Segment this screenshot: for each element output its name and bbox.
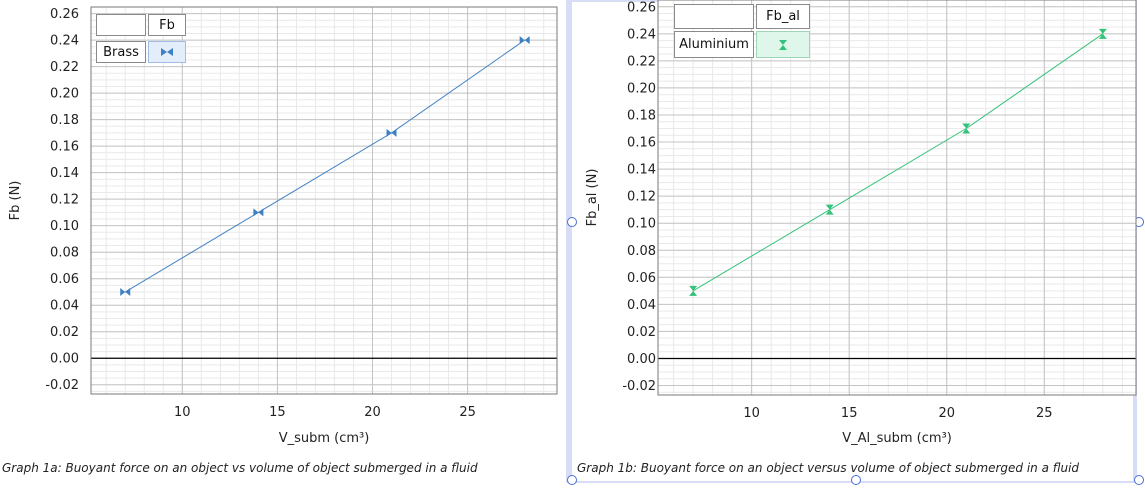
y-tick-label: 0.18: [627, 108, 656, 123]
y-tick-label: 0.16: [50, 140, 79, 155]
y-tick-label: 0.06: [50, 272, 79, 287]
plot-border: [657, 0, 1137, 396]
legend-label-aluminium: Aluminium: [674, 31, 754, 58]
data-point: [120, 287, 131, 296]
x-tick-label: 10: [174, 405, 191, 420]
y-axis-label: Fb_al (N): [585, 169, 600, 227]
data-point: [253, 208, 264, 217]
y-tick-label: 0.22: [50, 60, 79, 75]
x-tick-label: 20: [364, 405, 381, 420]
y-tick-label: 0.04: [627, 298, 656, 313]
data-point: [825, 204, 834, 215]
chart-brass: 10 15 20 25 -0.02 0.00 0.02 0.04 0.06 0.08 0.10 0.1…: [8, 6, 558, 446]
y-tick-label: 0.06: [627, 271, 656, 286]
x-axis-label: V_Al_subm (cm³): [842, 431, 952, 446]
data-point: [962, 123, 971, 134]
y-tick-label: 0.26: [627, 0, 656, 15]
caption-graph-1b: Graph 1b: Buoyant force on an object ver…: [577, 461, 1080, 475]
data-point: [689, 285, 698, 296]
hourglass-marker-icon: [779, 39, 787, 50]
chart-aluminium: 10 15 20 25 -0.02 0.00 0.02 0.04 0.06 0.08 0.10 0.1…: [585, 0, 1137, 446]
y-tick-label: 0.22: [627, 54, 656, 69]
legend-header-fb-al: Fb_al: [756, 4, 810, 29]
data-point: [386, 128, 397, 137]
y-tick-label: 0.24: [50, 34, 79, 49]
y-tick-label: 0.18: [50, 113, 79, 128]
y-tick-label: 0.14: [627, 163, 656, 178]
y-tick-label: 0.26: [50, 7, 79, 22]
resize-handle-bottom-left[interactable]: [567, 475, 577, 485]
legend-marker-cell[interactable]: [756, 31, 810, 58]
x-tick-label: 25: [1036, 406, 1053, 421]
y-tick-label: 0.12: [627, 190, 656, 205]
resize-handle-bottom[interactable]: [851, 475, 861, 485]
series-line: [692, 33, 1104, 292]
x-tick-label: 15: [269, 405, 286, 420]
y-tick-label: 0.20: [627, 81, 656, 96]
y-tick-label: 0.12: [50, 193, 79, 208]
legend-aluminium: Fb_al Aluminium: [670, 0, 814, 60]
y-tick-label: 0.10: [627, 217, 656, 232]
legend-marker-cell[interactable]: [148, 41, 186, 63]
y-axis-label: Fb (N): [8, 181, 23, 221]
x-tick-label: 20: [938, 406, 955, 421]
y-tick-label: -0.02: [45, 378, 79, 393]
x-tick-label: 10: [743, 406, 760, 421]
x-axis-label: V_subm (cm³): [279, 431, 370, 446]
data-point: [1098, 28, 1107, 39]
y-tick-label: 0.16: [627, 136, 656, 151]
legend-label-brass: Brass: [96, 41, 146, 63]
y-tick-label: -0.02: [622, 379, 656, 394]
bowtie-marker-icon: [161, 48, 173, 56]
y-tick-label: 0.02: [50, 325, 79, 340]
legend-empty-cell: [96, 14, 146, 36]
chart-panel-aluminium: 10 15 20 25 -0.02 0.00 0.02 0.04 0.06 0.08 0.10 0.1…: [566, 0, 1145, 489]
resize-handle-bottom-right[interactable]: [1134, 475, 1144, 485]
legend-brass: Fb Brass: [92, 10, 192, 67]
y-tick-label: 0.20: [50, 87, 79, 102]
y-tick-label: 0.08: [627, 244, 656, 259]
series-line: [124, 39, 525, 293]
data-point: [519, 36, 530, 45]
y-tick-label: 0.04: [50, 299, 79, 314]
caption-graph-1a: Graph 1a: Buoyant force on an object vs …: [2, 461, 478, 475]
y-tick-label: 0.24: [627, 27, 656, 42]
resize-handle-left[interactable]: [567, 217, 577, 227]
legend-header-fb: Fb: [148, 14, 186, 36]
chart-panel-brass: 10 15 20 25 -0.02 0.00 0.02 0.04 0.06 0.08 0.10 0.1…: [0, 0, 566, 489]
legend-empty-cell: [674, 4, 754, 29]
y-tick-label: 0.00: [627, 352, 656, 367]
plot-border: [90, 6, 558, 395]
y-tick-label: 0.02: [627, 325, 656, 340]
y-tick-label: 0.10: [50, 219, 79, 234]
x-tick-label: 15: [841, 406, 858, 421]
y-tick-label: 0.08: [50, 246, 79, 261]
y-tick-label: 0.14: [50, 166, 79, 181]
y-tick-label: 0.00: [50, 352, 79, 367]
x-tick-label: 25: [459, 405, 476, 420]
